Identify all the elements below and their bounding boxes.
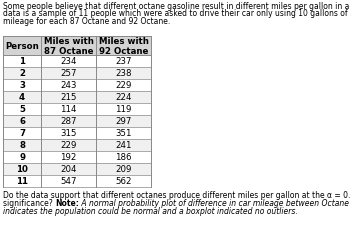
Text: Miles with
87 Octane: Miles with 87 Octane: [43, 37, 93, 56]
Text: Person: Person: [5, 42, 39, 51]
Text: 204: 204: [60, 165, 77, 174]
Text: 351: 351: [115, 129, 132, 138]
Text: mileage for each 87 Octane and 92 Octane.: mileage for each 87 Octane and 92 Octane…: [3, 17, 170, 26]
Text: 237: 237: [115, 57, 132, 66]
Text: 5: 5: [19, 105, 25, 114]
Text: Some people believe that different octane gasoline result in different miles per: Some people believe that different octan…: [3, 2, 350, 11]
Text: 11: 11: [16, 177, 28, 186]
Text: 10: 10: [16, 165, 28, 174]
Text: indicates the population could be normal and a boxplot indicated no outliers.: indicates the population could be normal…: [3, 206, 298, 215]
Bar: [3, 92, 151, 104]
Text: 114: 114: [60, 105, 77, 114]
Text: 215: 215: [60, 93, 77, 102]
Text: 257: 257: [60, 69, 77, 78]
Text: 315: 315: [60, 129, 77, 138]
Text: 119: 119: [115, 105, 132, 114]
Text: 229: 229: [60, 141, 77, 150]
Text: 8: 8: [19, 141, 25, 150]
Text: 243: 243: [60, 81, 77, 90]
Bar: [3, 139, 151, 151]
Bar: [3, 175, 151, 187]
Bar: [3, 151, 151, 163]
Text: 562: 562: [115, 177, 132, 186]
Text: 1: 1: [19, 57, 25, 66]
Text: 9: 9: [19, 153, 25, 162]
Text: 4: 4: [19, 93, 25, 102]
Bar: [3, 116, 151, 127]
Text: Miles with
92 Octane: Miles with 92 Octane: [99, 37, 148, 56]
Text: 234: 234: [60, 57, 77, 66]
Text: 224: 224: [115, 93, 132, 102]
Text: significance?: significance?: [3, 198, 55, 207]
Text: 2: 2: [19, 69, 25, 78]
Text: 547: 547: [60, 177, 77, 186]
Bar: [3, 56, 151, 68]
Text: 241: 241: [115, 141, 132, 150]
Text: 238: 238: [115, 69, 132, 78]
Text: 229: 229: [115, 81, 132, 90]
Text: 192: 192: [60, 153, 77, 162]
Bar: [3, 37, 151, 56]
Text: 7: 7: [19, 129, 25, 138]
Bar: [3, 163, 151, 175]
Text: A normal probability plot of difference in car mileage between Octane 87 and Oct: A normal probability plot of difference …: [79, 198, 350, 207]
Bar: [3, 68, 151, 80]
Text: data is a sample of 11 people which were asked to drive their car only using 10 : data is a sample of 11 people which were…: [3, 10, 350, 18]
Text: 297: 297: [115, 117, 132, 126]
Text: 209: 209: [115, 165, 132, 174]
Text: 186: 186: [115, 153, 132, 162]
Bar: [3, 127, 151, 139]
Text: Note:: Note:: [55, 198, 79, 207]
Text: 3: 3: [19, 81, 25, 90]
Bar: [3, 80, 151, 92]
Bar: [3, 104, 151, 116]
Text: Do the data support that different octanes produce different miles per gallon at: Do the data support that different octan…: [3, 190, 350, 199]
Text: 6: 6: [19, 117, 25, 126]
Text: 287: 287: [60, 117, 77, 126]
